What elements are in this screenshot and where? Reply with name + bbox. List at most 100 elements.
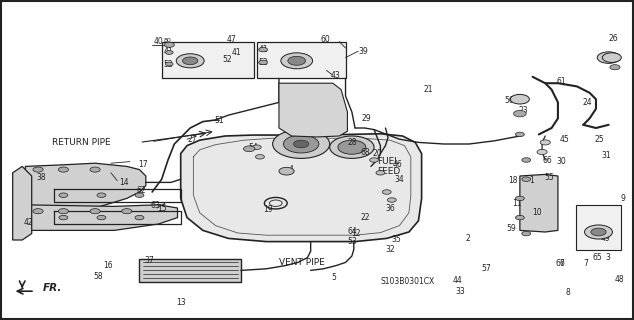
Text: 40: 40 — [153, 37, 163, 46]
Circle shape — [514, 110, 526, 117]
Text: 49: 49 — [601, 234, 611, 243]
Circle shape — [164, 42, 174, 47]
Circle shape — [382, 190, 391, 194]
Circle shape — [59, 193, 68, 197]
Circle shape — [273, 130, 330, 158]
Text: 7: 7 — [583, 260, 588, 268]
Text: 50: 50 — [590, 230, 599, 239]
Circle shape — [537, 149, 547, 155]
Text: FUEL
FEED: FUEL FEED — [377, 157, 401, 176]
Text: 51: 51 — [214, 116, 224, 124]
Text: 62: 62 — [136, 186, 146, 195]
Bar — [257, 42, 346, 78]
Polygon shape — [279, 83, 347, 137]
Circle shape — [279, 167, 294, 175]
Text: 33: 33 — [455, 287, 465, 296]
Circle shape — [183, 57, 198, 65]
Text: 57: 57 — [482, 264, 491, 273]
Text: 47: 47 — [227, 35, 236, 44]
Circle shape — [259, 60, 268, 65]
Polygon shape — [25, 205, 178, 230]
Text: 58: 58 — [94, 272, 103, 281]
Text: 2: 2 — [466, 234, 470, 243]
Polygon shape — [139, 259, 241, 282]
Polygon shape — [25, 163, 146, 218]
Text: 53: 53 — [347, 237, 357, 246]
Text: 9: 9 — [620, 194, 625, 203]
Text: 4: 4 — [288, 165, 294, 174]
Text: 11: 11 — [512, 199, 522, 208]
Circle shape — [522, 231, 531, 236]
Text: 52: 52 — [259, 58, 268, 67]
Text: S103B0301CX: S103B0301CX — [380, 277, 435, 286]
Circle shape — [122, 209, 132, 214]
Circle shape — [376, 171, 385, 175]
Text: 37: 37 — [145, 256, 154, 265]
Text: 56: 56 — [504, 96, 514, 105]
Circle shape — [338, 140, 366, 154]
Circle shape — [97, 215, 106, 220]
Circle shape — [522, 177, 531, 181]
Text: 45: 45 — [559, 135, 569, 144]
Text: 24: 24 — [582, 98, 592, 107]
Circle shape — [540, 140, 550, 145]
Text: 46: 46 — [393, 160, 403, 169]
Circle shape — [330, 136, 374, 158]
Text: 16: 16 — [103, 261, 112, 270]
Polygon shape — [13, 166, 32, 240]
Text: FR.: FR. — [43, 283, 63, 293]
Text: 14: 14 — [119, 178, 129, 187]
Bar — [576, 205, 621, 250]
Text: 41: 41 — [259, 45, 268, 54]
Text: 41: 41 — [164, 47, 173, 56]
Text: 12: 12 — [351, 229, 361, 238]
Text: 15: 15 — [157, 204, 167, 212]
Text: 31: 31 — [601, 151, 611, 160]
Circle shape — [591, 228, 606, 236]
Circle shape — [59, 215, 68, 220]
Text: 8: 8 — [566, 288, 570, 297]
Text: 68: 68 — [360, 148, 370, 156]
Circle shape — [90, 209, 100, 214]
Text: 65: 65 — [593, 253, 602, 262]
Circle shape — [522, 158, 531, 162]
Text: 30: 30 — [557, 157, 566, 166]
Text: 64: 64 — [347, 227, 357, 236]
Text: 52: 52 — [164, 60, 173, 68]
Text: 59: 59 — [506, 224, 515, 233]
Bar — [162, 42, 254, 78]
Circle shape — [585, 225, 612, 239]
Text: 55: 55 — [544, 173, 553, 182]
Circle shape — [370, 158, 378, 162]
Circle shape — [387, 198, 396, 202]
Text: 41: 41 — [231, 48, 241, 57]
Circle shape — [33, 167, 43, 172]
Circle shape — [90, 167, 100, 172]
Text: 80: 80 — [164, 38, 171, 44]
Text: 44: 44 — [453, 276, 462, 285]
Polygon shape — [520, 174, 558, 232]
Circle shape — [176, 54, 204, 68]
Text: 42: 42 — [24, 218, 34, 227]
Circle shape — [58, 209, 68, 214]
Circle shape — [243, 146, 255, 152]
Circle shape — [610, 65, 620, 70]
Circle shape — [602, 53, 621, 62]
Text: 6: 6 — [559, 260, 564, 268]
Circle shape — [58, 167, 68, 172]
Text: 20: 20 — [373, 149, 382, 158]
Text: 19: 19 — [263, 205, 273, 214]
Text: 32: 32 — [385, 245, 395, 254]
Text: 25: 25 — [595, 135, 604, 144]
Circle shape — [597, 52, 620, 63]
Text: 61: 61 — [557, 77, 566, 86]
Circle shape — [165, 62, 173, 66]
Text: 36: 36 — [385, 204, 395, 212]
Text: 26: 26 — [609, 34, 618, 43]
Text: 1: 1 — [529, 176, 534, 185]
Text: 52: 52 — [222, 55, 231, 64]
Circle shape — [515, 196, 524, 201]
Circle shape — [510, 94, 529, 104]
Text: 10: 10 — [533, 208, 542, 217]
Circle shape — [294, 140, 309, 148]
